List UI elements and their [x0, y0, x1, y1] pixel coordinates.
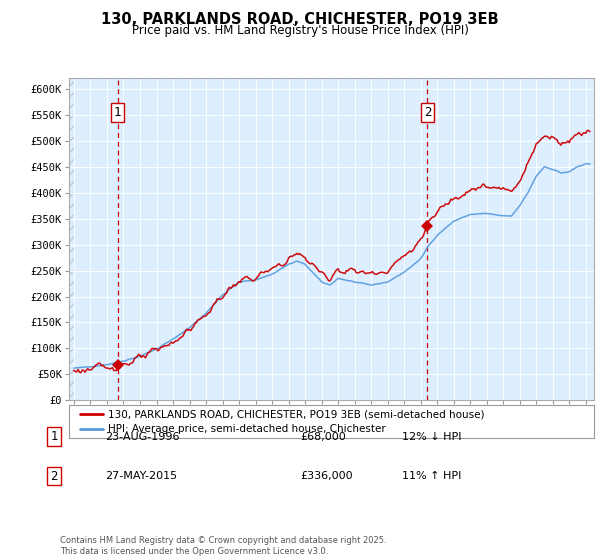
Text: 130, PARKLANDS ROAD, CHICHESTER, PO19 3EB: 130, PARKLANDS ROAD, CHICHESTER, PO19 3E…: [101, 12, 499, 27]
Text: £68,000: £68,000: [300, 432, 346, 442]
Text: 12% ↓ HPI: 12% ↓ HPI: [402, 432, 461, 442]
Text: 2: 2: [50, 469, 58, 483]
Text: Price paid vs. HM Land Registry's House Price Index (HPI): Price paid vs. HM Land Registry's House …: [131, 24, 469, 37]
Polygon shape: [69, 78, 74, 400]
Text: 130, PARKLANDS ROAD, CHICHESTER, PO19 3EB (semi-detached house): 130, PARKLANDS ROAD, CHICHESTER, PO19 3E…: [109, 409, 485, 419]
Text: 11% ↑ HPI: 11% ↑ HPI: [402, 471, 461, 481]
Text: HPI: Average price, semi-detached house, Chichester: HPI: Average price, semi-detached house,…: [109, 424, 386, 434]
Text: £336,000: £336,000: [300, 471, 353, 481]
Text: Contains HM Land Registry data © Crown copyright and database right 2025.
This d: Contains HM Land Registry data © Crown c…: [60, 536, 386, 556]
Text: 23-AUG-1996: 23-AUG-1996: [105, 432, 179, 442]
Text: 1: 1: [114, 106, 121, 119]
Text: 1: 1: [50, 430, 58, 444]
Text: 2: 2: [424, 106, 431, 119]
Text: 27-MAY-2015: 27-MAY-2015: [105, 471, 177, 481]
